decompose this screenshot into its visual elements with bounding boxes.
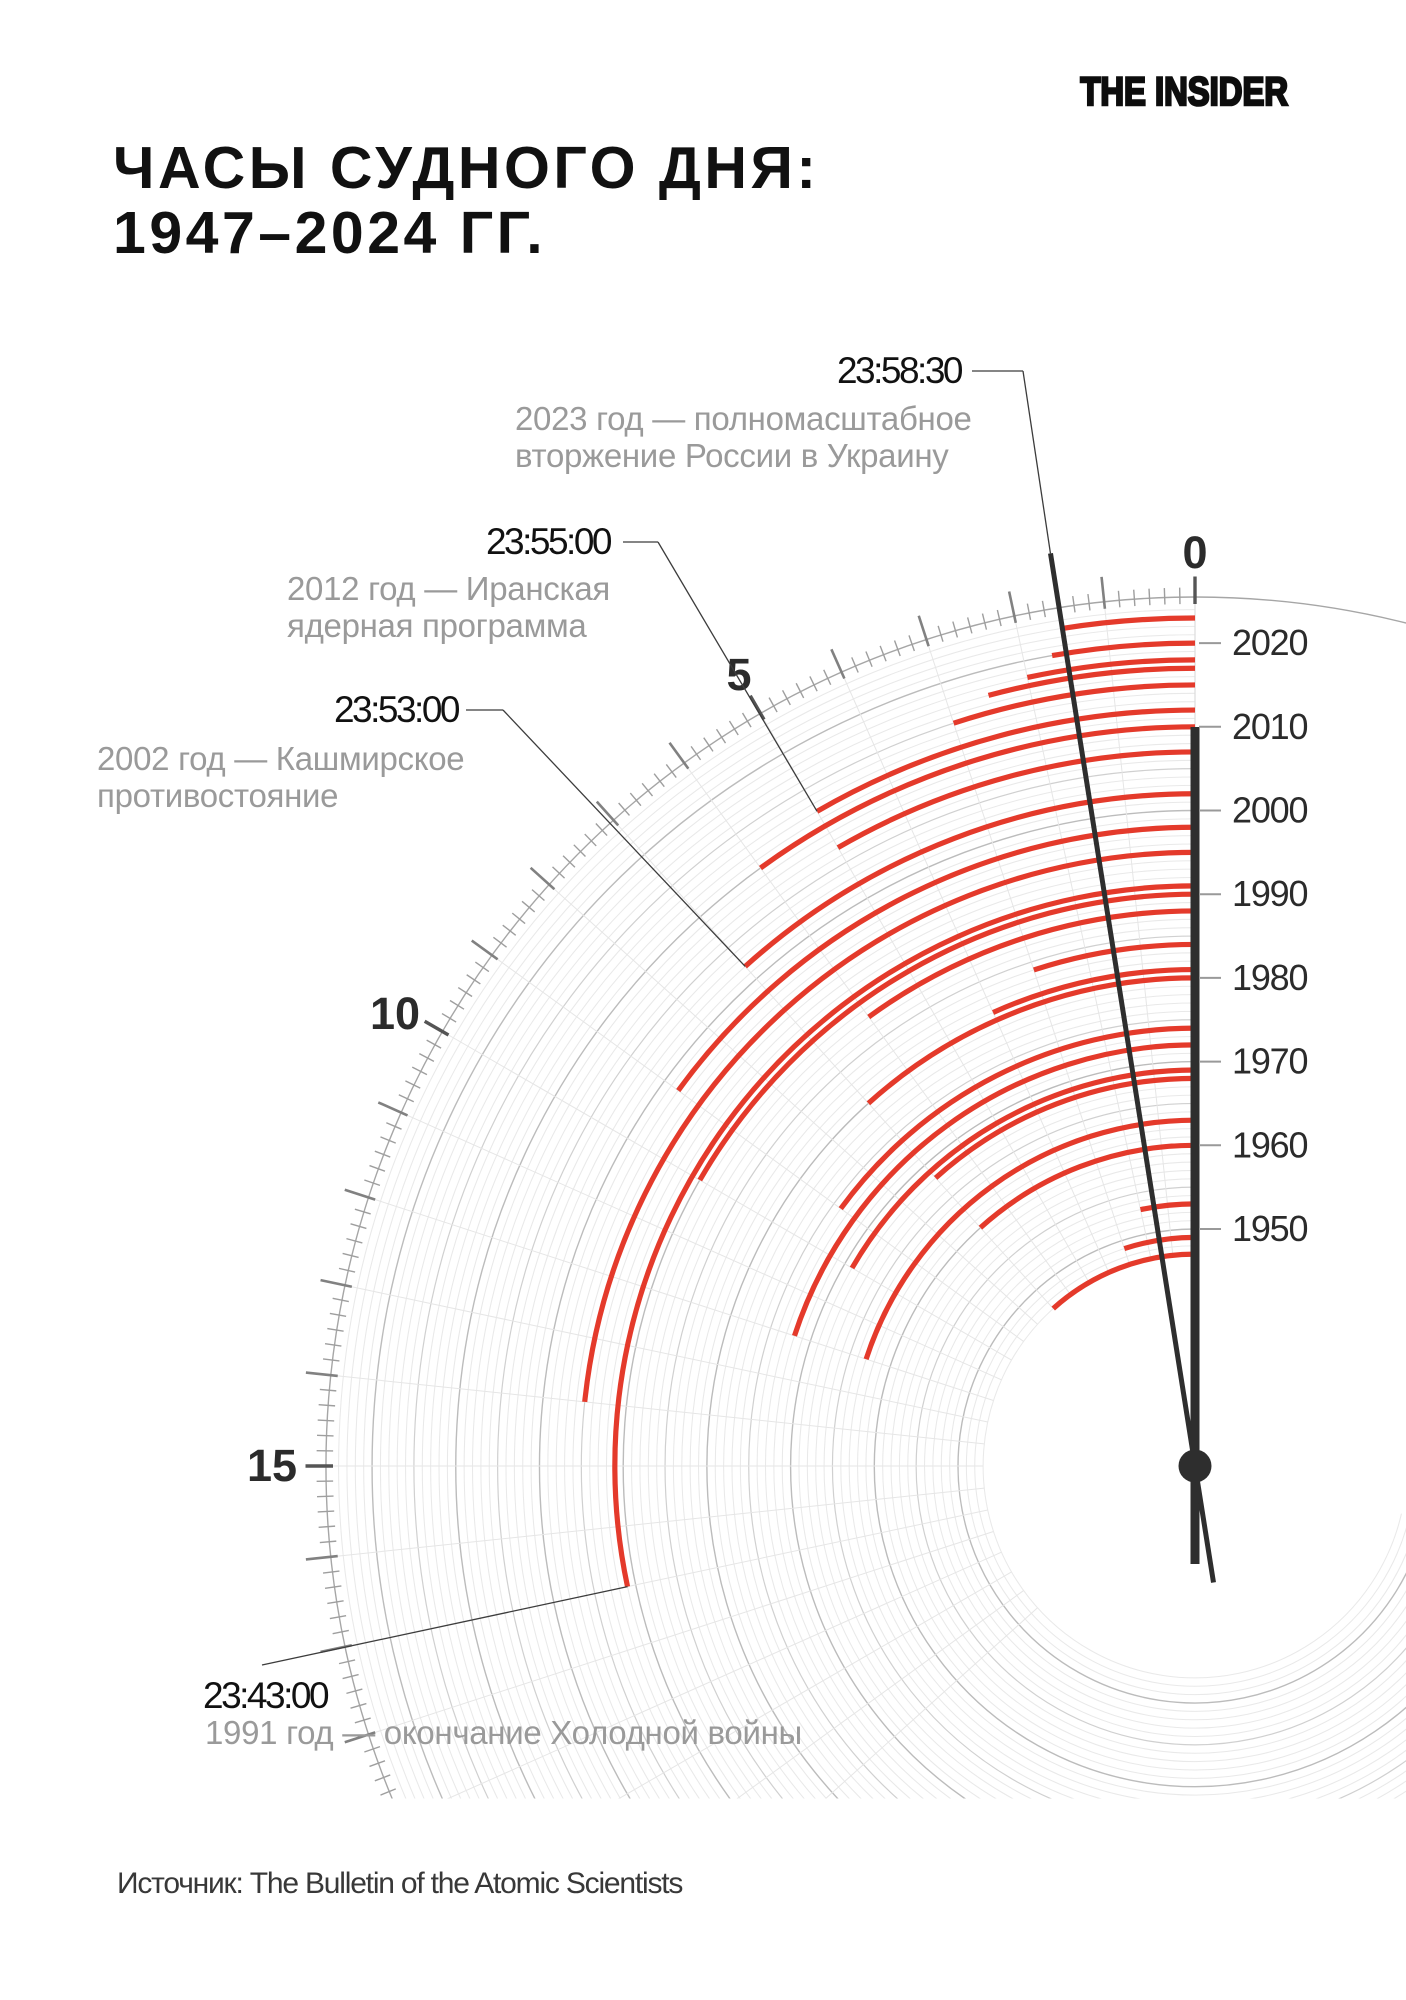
svg-text:23:58:30: 23:58:30 (837, 350, 963, 391)
svg-text:ЧАСЫ СУДНОГО ДНЯ:: ЧАСЫ СУДНОГО ДНЯ: (113, 135, 820, 201)
svg-text:1990: 1990 (1232, 873, 1307, 914)
svg-text:1960: 1960 (1232, 1124, 1307, 1165)
svg-text:1970: 1970 (1232, 1041, 1307, 1082)
svg-text:5: 5 (726, 649, 751, 700)
svg-text:Источник: The Bulletin of the: Источник: The Bulletin of the Atomic Sci… (117, 1867, 682, 1900)
svg-text:1991 год — окончание Холодной: 1991 год — окончание Холодной войны (205, 1714, 802, 1751)
svg-text:вторжение России в Украину: вторжение России в Украину (515, 437, 949, 474)
svg-text:THE INSIDER: THE INSIDER (1080, 69, 1288, 114)
svg-text:2002 год — Кашмирское: 2002 год — Кашмирское (97, 740, 464, 777)
svg-text:1980: 1980 (1232, 957, 1307, 998)
svg-text:противостояние: противостояние (97, 777, 338, 814)
svg-text:23:43:00: 23:43:00 (203, 1675, 329, 1716)
svg-text:2012 год — Иранская: 2012 год — Иранская (287, 570, 610, 607)
svg-text:0: 0 (1182, 527, 1207, 578)
svg-text:15: 15 (247, 1440, 297, 1491)
svg-text:ядерная программа: ядерная программа (287, 607, 587, 644)
svg-text:23:53:00: 23:53:00 (334, 689, 460, 730)
svg-text:23:55:00: 23:55:00 (486, 521, 612, 562)
svg-text:2010: 2010 (1232, 706, 1307, 747)
svg-text:2000: 2000 (1232, 790, 1307, 831)
svg-text:1947–2024 ГГ.: 1947–2024 ГГ. (113, 200, 546, 266)
svg-text:1950: 1950 (1232, 1208, 1307, 1249)
svg-text:2020: 2020 (1232, 622, 1307, 663)
svg-text:2023 год — полномасштабное: 2023 год — полномасштабное (515, 400, 972, 437)
svg-text:10: 10 (370, 988, 420, 1039)
